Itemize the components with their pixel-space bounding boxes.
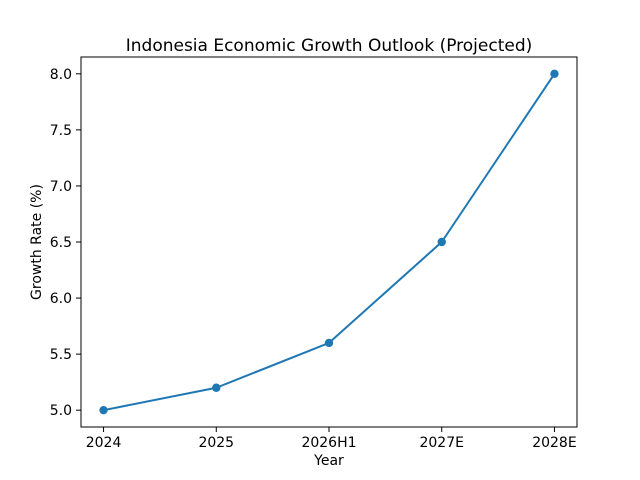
y-tick-label: 7.5 <box>50 123 72 139</box>
x-tick-label: 2025 <box>198 435 234 451</box>
y-tick-label: 6.0 <box>50 291 72 307</box>
x-tick-label: 2027E <box>419 435 463 451</box>
y-tick-label: 5.5 <box>50 347 72 363</box>
data-point-2026H1 <box>324 338 334 348</box>
y-tick-label: 6.5 <box>50 235 72 251</box>
data-point-2027E <box>437 237 446 247</box>
x-tick-label: 2024 <box>86 435 122 451</box>
data-point-2028E <box>550 69 559 79</box>
x-tick-label: 2028E <box>532 435 576 451</box>
data-point-2025 <box>212 383 221 392</box>
x-tick-label: 2026H1 <box>301 435 356 451</box>
chart-title: Indonesia Economic Growth Outlook (Proje… <box>125 36 533 56</box>
y-tick-label: 8.0 <box>50 67 72 83</box>
axes-spines <box>80 56 578 428</box>
data-point-2024 <box>99 405 108 415</box>
x-axis-label: Year <box>314 453 344 469</box>
y-tick-label: 5.0 <box>50 403 72 419</box>
series-line <box>102 72 556 412</box>
y-axis-label: Growth Rate (%) <box>29 184 45 300</box>
y-tick-label: 7.0 <box>50 179 72 195</box>
